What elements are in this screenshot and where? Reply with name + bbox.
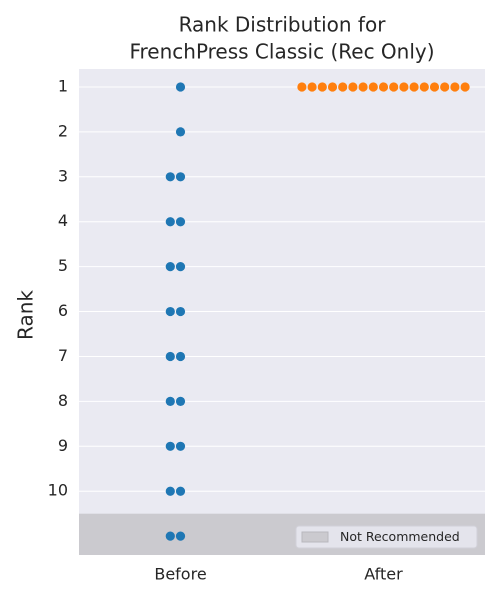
dot (175, 172, 186, 182)
y-tick-label: 6 (58, 301, 68, 320)
chart-title: Rank Distribution for (179, 13, 387, 37)
x-tick-label: After (364, 565, 403, 584)
dot (165, 217, 175, 227)
dot (307, 82, 317, 92)
dot (450, 82, 460, 92)
dot (348, 82, 358, 92)
dot (175, 82, 186, 92)
dot (317, 82, 327, 92)
legend-swatch (301, 531, 329, 543)
dot (440, 82, 450, 92)
dot (297, 82, 307, 92)
dot (175, 531, 186, 541)
dot (358, 82, 368, 92)
dot (419, 82, 429, 92)
dot (368, 82, 378, 92)
dot (175, 127, 186, 137)
dot (429, 82, 440, 92)
y-tick-label: 7 (58, 346, 68, 365)
dot (399, 82, 409, 92)
dot (175, 217, 186, 227)
y-axis-label: Rank (14, 290, 38, 340)
dot (175, 396, 186, 406)
dot (165, 441, 175, 451)
dot (175, 351, 186, 362)
y-tick-label: 8 (58, 391, 68, 410)
y-tick-label: 3 (58, 166, 68, 185)
dot (175, 486, 186, 496)
legend-label: Not Recommended (340, 529, 460, 544)
dot (338, 82, 348, 92)
dot (175, 306, 186, 317)
dot (460, 82, 470, 92)
legend-box (295, 525, 478, 549)
dot (165, 262, 175, 272)
x-tick-label: Before (154, 565, 206, 584)
legend: Not Recommended (295, 525, 478, 549)
chart-title: FrenchPress Classic (Rec Only) (129, 40, 434, 64)
dot (409, 82, 419, 92)
dot (165, 172, 175, 182)
dot (327, 82, 338, 92)
y-tick-label: 9 (58, 436, 68, 455)
dot (175, 441, 186, 451)
dot (389, 82, 399, 92)
y-tick-label: 1 (58, 76, 68, 95)
dot (165, 306, 175, 317)
dot (175, 262, 186, 272)
dot (165, 486, 175, 496)
dot (165, 531, 175, 541)
y-tick-label: 2 (58, 121, 68, 140)
dot (378, 82, 389, 92)
y-tick-label: 5 (58, 256, 68, 275)
dot (165, 396, 175, 406)
dot (165, 351, 175, 362)
y-tick-label: 10 (48, 481, 68, 500)
y-tick-label: 4 (58, 211, 68, 230)
